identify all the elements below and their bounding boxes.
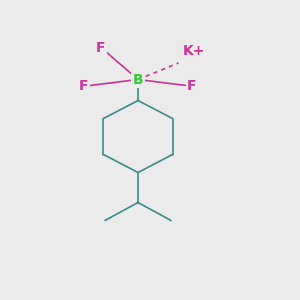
Text: K+: K+ [182,44,205,58]
Text: F: F [96,41,105,55]
Text: F: F [187,79,197,92]
Text: B: B [133,73,143,86]
Text: F: F [79,79,89,92]
